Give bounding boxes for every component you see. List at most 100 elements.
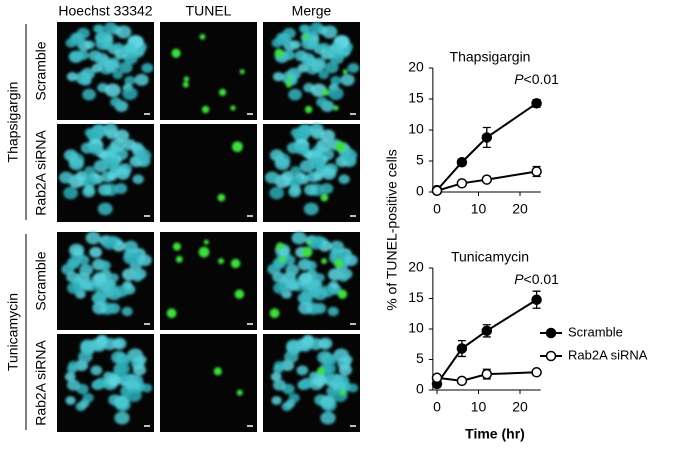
nucleus <box>72 247 83 257</box>
y-tick-label: 10 <box>408 320 424 336</box>
tunel-spot <box>198 246 210 258</box>
nucleus <box>66 379 81 391</box>
nucleus <box>104 83 121 98</box>
nucleus <box>68 258 80 269</box>
nucleus <box>287 281 298 291</box>
column-header: TUNEL <box>186 3 232 19</box>
nucleus <box>299 24 310 34</box>
nucleus <box>313 172 324 182</box>
nucleus <box>85 231 101 245</box>
tunel-spot <box>217 193 226 202</box>
data-point <box>431 185 443 197</box>
nucleus <box>66 72 78 82</box>
annotation-text: <0.01 <box>524 271 560 287</box>
nucleus <box>272 271 285 283</box>
nucleus <box>79 264 94 276</box>
nucleus <box>105 149 117 158</box>
nucleus <box>91 123 107 137</box>
nucleus <box>65 396 76 405</box>
nucleus <box>123 42 137 53</box>
nucleus <box>98 184 112 196</box>
nucleus <box>338 272 349 282</box>
nucleus <box>75 170 88 181</box>
tunel-spot <box>236 389 243 396</box>
nucleus <box>281 170 294 181</box>
column-header: Merge <box>292 3 332 19</box>
micrograph <box>57 334 154 432</box>
micrograph <box>57 22 154 120</box>
nucleus <box>67 364 78 374</box>
nucleus <box>119 354 132 365</box>
tunel-spot <box>333 105 339 111</box>
nucleus <box>329 42 343 53</box>
nucleus <box>338 364 353 376</box>
legend-label: Scramble <box>568 324 623 339</box>
data-point <box>456 178 468 189</box>
nucleus <box>58 171 74 184</box>
annotation: P<0.01 <box>514 271 559 287</box>
nucleus <box>91 63 103 73</box>
nucleus <box>316 97 328 108</box>
nucleus <box>303 202 319 216</box>
nucleus <box>322 362 337 375</box>
tunel-spot <box>230 105 236 111</box>
nucleus <box>118 61 133 74</box>
image-content <box>65 22 154 112</box>
image-content <box>171 33 245 114</box>
image-content <box>270 334 359 425</box>
image-content <box>61 231 152 317</box>
tunel-spot <box>171 48 181 58</box>
tunel-spot <box>339 389 346 396</box>
x-tick-label: 0 <box>433 201 441 217</box>
nucleus <box>309 371 320 381</box>
nucleus <box>66 271 79 283</box>
series-line <box>436 170 537 192</box>
image-content <box>264 123 358 216</box>
tunel-spot <box>213 367 222 376</box>
tunel-spot <box>183 76 190 82</box>
nucleus <box>95 336 108 348</box>
nucleus <box>116 399 129 410</box>
legend-marker <box>545 327 557 339</box>
tunel-spot <box>321 258 328 265</box>
nucleus <box>122 86 138 101</box>
tunel-spot <box>201 105 210 114</box>
nucleus <box>104 22 118 34</box>
nucleus <box>273 364 284 374</box>
micrograph <box>263 123 360 222</box>
micrograph <box>160 124 257 222</box>
data-point <box>431 372 443 384</box>
nucleus <box>322 399 335 410</box>
y-tick-label: 5 <box>416 350 424 366</box>
group-label: Thapsigargin <box>5 82 21 163</box>
nucleus <box>286 339 302 353</box>
annotation-text: <0.01 <box>524 71 560 87</box>
nucleus <box>79 399 90 408</box>
nucleus <box>124 75 136 86</box>
nucleus <box>132 364 147 376</box>
nucleus <box>93 24 104 34</box>
micrograph <box>263 231 360 330</box>
nucleus <box>95 37 110 50</box>
nucleus <box>103 123 118 136</box>
tunel-spot <box>337 289 348 299</box>
data-point <box>481 174 493 185</box>
tunel-spot <box>302 33 309 40</box>
nucleus <box>107 172 118 182</box>
legend-label: Rab2A siRNA <box>568 347 648 362</box>
nucleus <box>340 73 355 86</box>
nucleus <box>123 139 137 151</box>
data-point <box>456 343 468 354</box>
tunel-spot <box>278 255 286 263</box>
nucleus <box>99 260 111 271</box>
x-tick-label: 20 <box>512 399 528 415</box>
tunel-spot <box>166 308 177 319</box>
nucleus <box>333 348 350 362</box>
y-tick-label: 20 <box>408 59 424 75</box>
tunel-spot <box>182 81 189 88</box>
tunel-spot <box>286 76 293 82</box>
tunel-spot <box>274 48 284 58</box>
nucleus <box>290 40 301 50</box>
nucleus <box>310 22 324 34</box>
